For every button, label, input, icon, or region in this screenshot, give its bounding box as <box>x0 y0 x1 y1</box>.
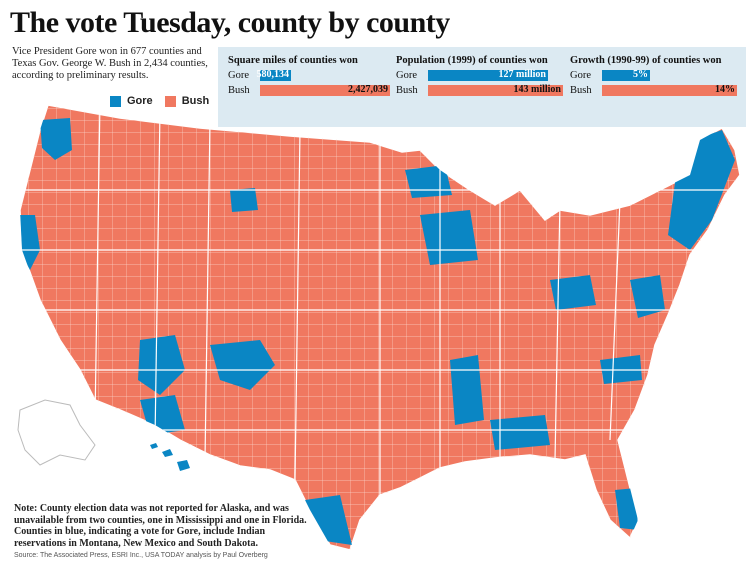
stats-panel: Square miles of counties won Gore 580,13… <box>218 47 746 127</box>
bush-value: 143 million <box>513 84 561 95</box>
gore-bar: 5% <box>602 69 650 81</box>
gore-montana-reservation <box>230 188 258 212</box>
gore-mid-atlantic <box>630 275 665 318</box>
gore-california-coast <box>20 215 40 270</box>
gore-value: 127 million <box>498 69 546 80</box>
intro-text: Vice President Gore won in 677 counties … <box>12 46 208 81</box>
bush-value: 14% <box>715 84 735 95</box>
gore-pacific-northwest <box>40 118 72 160</box>
map-title: The vote Tuesday, county by county <box>10 6 450 39</box>
legend-gore-label: Gore <box>127 95 153 107</box>
stat-heading: Growth (1990-99) of counties won <box>570 55 722 66</box>
gore-new-mexico <box>210 340 275 390</box>
source-line: Source: The Associated Press, ESRI Inc.,… <box>14 552 268 559</box>
stat-heading: Square miles of counties won <box>228 55 358 66</box>
footnote: Note: County election data was not repor… <box>14 503 307 549</box>
bush-row-label: Bush <box>228 85 250 96</box>
legend: Gore Bush <box>110 95 209 107</box>
bush-bar: 2,427,039 <box>260 84 390 96</box>
gore-kentucky-ohio <box>550 275 596 310</box>
state-borders <box>20 105 740 500</box>
gore-iowa-illinois <box>420 210 478 265</box>
gore-southwest-block <box>138 335 185 395</box>
stat-heading: Population (1999) of counties won <box>396 55 548 66</box>
stat-population: Population (1999) of counties won Gore 1… <box>396 55 566 99</box>
gore-value: 5% <box>633 69 648 80</box>
gore-swatch <box>110 95 121 107</box>
gore-row-label: Gore <box>570 70 591 81</box>
hawaii-islands <box>150 443 190 471</box>
gore-mississippi-delta <box>450 355 484 425</box>
legend-bush-label: Bush <box>181 95 210 107</box>
bush-bar: 14% <box>602 84 737 96</box>
gore-florida-south <box>615 488 638 530</box>
gore-row-label: Gore <box>396 70 417 81</box>
gore-minnesota-north <box>405 165 452 198</box>
stat-square-miles: Square miles of counties won Gore 580,13… <box>228 55 398 99</box>
gore-bar: 127 million <box>428 69 548 81</box>
bush-value: 2,427,039 <box>348 84 388 95</box>
alaska-outline <box>17 399 96 466</box>
bush-row-label: Bush <box>570 85 592 96</box>
gore-row-label: Gore <box>228 70 249 81</box>
bush-bar: 143 million <box>428 84 563 96</box>
gore-value: 580,134 <box>256 69 290 80</box>
bush-swatch <box>164 95 176 107</box>
gore-black-belt <box>490 415 550 450</box>
gore-bar: 580,134 <box>256 69 291 81</box>
county-grid <box>20 105 740 550</box>
bush-row-label: Bush <box>396 85 418 96</box>
stat-growth: Growth (1990-99) of counties won Gore 5%… <box>570 55 740 99</box>
